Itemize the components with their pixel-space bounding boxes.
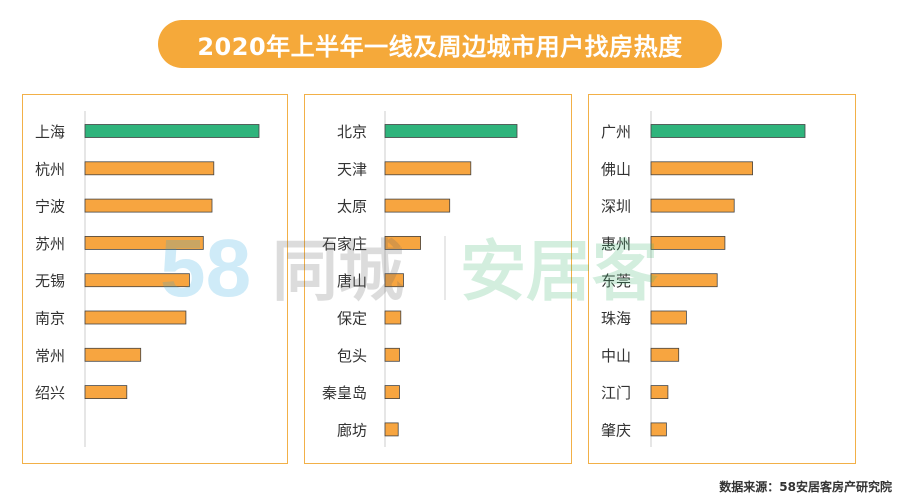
bar <box>650 385 669 400</box>
bar <box>384 198 451 213</box>
category-label: 宁波 <box>35 198 65 216</box>
chart-title: 2020年上半年一线及周边城市用户找房热度 <box>158 20 722 68</box>
bar <box>84 198 213 213</box>
bar <box>650 422 667 437</box>
category-label: 肇庆 <box>601 421 631 439</box>
bar <box>384 124 518 138</box>
category-label: 惠州 <box>601 235 631 253</box>
bar <box>384 422 399 437</box>
category-label: 深圳 <box>601 198 631 216</box>
bar <box>84 235 204 250</box>
bar <box>84 273 190 288</box>
category-label: 秦皇岛 <box>322 384 367 402</box>
bar <box>84 161 215 176</box>
category-label: 江门 <box>601 384 631 402</box>
category-label: 绍兴 <box>35 384 65 402</box>
category-label: 太原 <box>337 198 367 216</box>
bar <box>384 273 404 288</box>
category-label: 廊坊 <box>337 421 367 439</box>
category-label: 中山 <box>601 347 631 365</box>
category-label: 苏州 <box>35 235 65 253</box>
category-label: 东莞 <box>601 272 631 290</box>
bar <box>384 347 400 362</box>
category-label: 杭州 <box>35 160 65 178</box>
chart-panel-yangtze: 上海杭州宁波苏州无锡南京常州绍兴 <box>22 94 288 464</box>
bar <box>384 161 472 176</box>
category-label: 唐山 <box>337 272 367 290</box>
bar <box>384 235 421 250</box>
category-label: 佛山 <box>601 160 631 178</box>
bar <box>650 161 753 176</box>
category-label: 保定 <box>337 310 367 328</box>
bar <box>650 310 687 325</box>
category-label: 常州 <box>35 347 65 365</box>
category-label: 南京 <box>35 310 65 328</box>
bar <box>650 273 718 288</box>
category-label: 广州 <box>601 123 631 141</box>
category-label: 珠海 <box>601 310 631 328</box>
bar <box>650 235 726 250</box>
category-label: 包头 <box>337 347 367 365</box>
category-label: 石家庄 <box>322 235 367 253</box>
category-label: 上海 <box>35 123 65 141</box>
category-label: 北京 <box>337 123 367 141</box>
bar <box>650 347 680 362</box>
bar <box>384 385 400 400</box>
bar <box>650 198 735 213</box>
chart-panel-north: 北京天津太原石家庄唐山保定包头秦皇岛廊坊 <box>304 94 572 464</box>
chart-panel-south: 广州佛山深圳惠州东莞珠海中山江门肇庆 <box>588 94 856 464</box>
bar <box>84 310 187 325</box>
bar <box>650 124 806 138</box>
category-label: 天津 <box>337 160 367 178</box>
bar <box>84 347 142 362</box>
bar <box>84 124 260 138</box>
bar <box>84 385 128 400</box>
category-label: 无锡 <box>35 272 65 290</box>
bar <box>384 310 402 325</box>
data-source-note: 数据来源：58安居客房产研究院 <box>719 480 892 494</box>
